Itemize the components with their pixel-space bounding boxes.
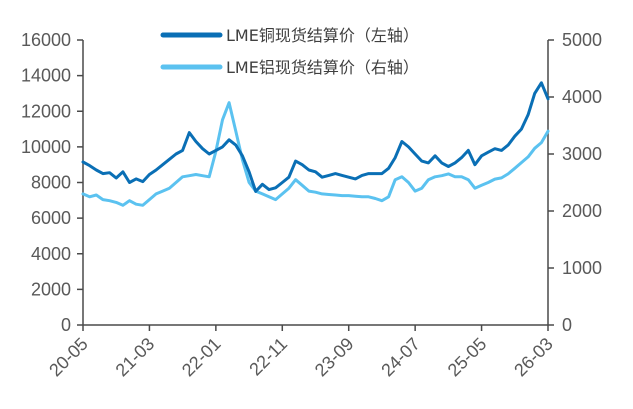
right-y-tick-label: 4000 <box>562 87 602 107</box>
series-line-aluminum <box>81 101 550 207</box>
legend-label-aluminum: LME铝现货结算价（右轴） <box>226 58 419 77</box>
x-tick-label: 22-11 <box>245 334 291 380</box>
x-tick-label: 22-01 <box>178 334 225 381</box>
x-tick-label: 24-07 <box>377 334 424 381</box>
right-y-tick-label: 3000 <box>562 144 602 164</box>
left-y-tick-label: 0 <box>61 315 71 335</box>
series-line-copper <box>81 81 550 193</box>
x-tick-label: 26-03 <box>510 334 557 381</box>
left-y-tick-label: 16000 <box>21 30 71 50</box>
x-tick-label: 23-09 <box>311 334 358 381</box>
left-y-tick-label: 10000 <box>21 137 71 157</box>
left-y-tick-label: 14000 <box>21 66 71 86</box>
x-tick-label: 25-05 <box>444 334 491 381</box>
right-y-tick-label: 1000 <box>562 258 602 278</box>
left-y-tick-label: 8000 <box>31 173 71 193</box>
right-y-tick-label: 2000 <box>562 201 602 221</box>
chart-legend: LME铜现货结算价（左轴） LME铝现货结算价（右轴） <box>160 26 419 77</box>
chart-axes: 0 2000 4000 6000 8000 10000 12000 14000 16000 0 10… <box>21 30 602 380</box>
series-layer <box>81 81 550 207</box>
left-y-tick-label: 4000 <box>31 244 71 264</box>
right-y-tick-label: 0 <box>562 315 572 335</box>
left-y-tick-label: 2000 <box>31 279 71 299</box>
right-y-tick-label: 5000 <box>562 30 602 50</box>
left-y-tick-label: 6000 <box>31 208 71 228</box>
left-y-tick-label: 12000 <box>21 101 71 121</box>
legend-label-copper: LME铜现货结算价（左轴） <box>226 26 419 45</box>
x-tick-label: 20-05 <box>45 334 92 381</box>
x-tick-label: 21-03 <box>112 334 159 381</box>
